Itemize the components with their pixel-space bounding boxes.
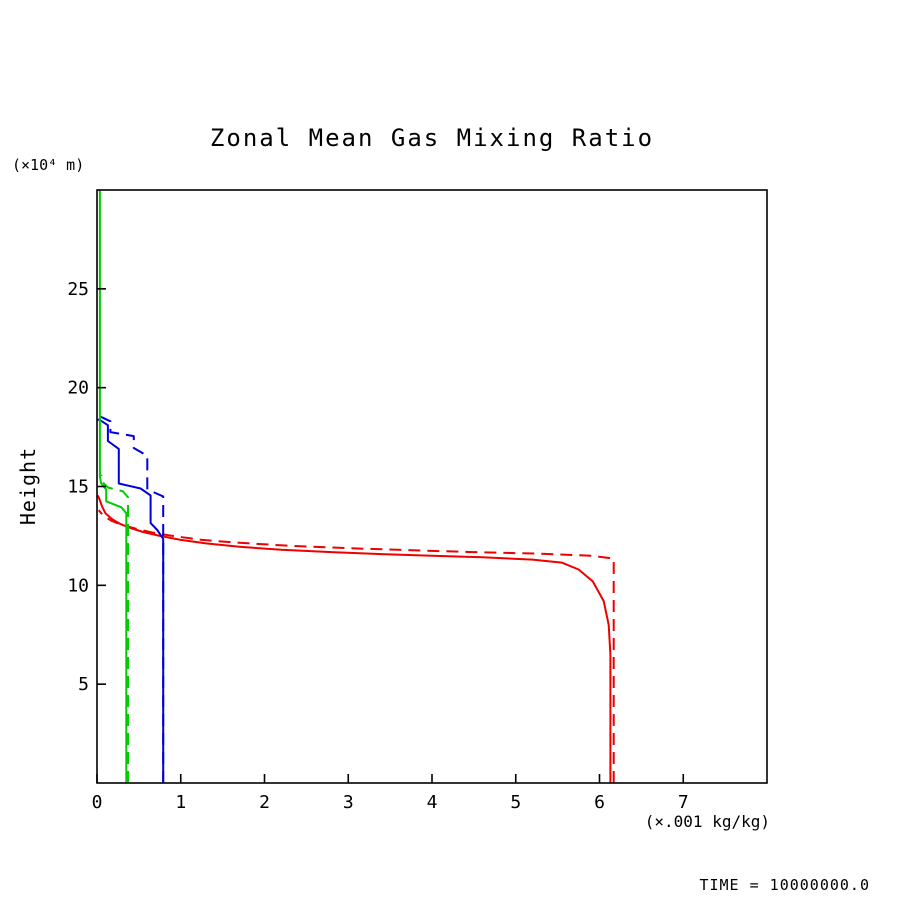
x-tick-label: 0	[92, 792, 103, 813]
y-tick-label: 5	[78, 674, 89, 695]
x-tick-label: 4	[427, 792, 438, 813]
x-tick-label: 6	[594, 792, 605, 813]
chart-line-blue-dashed	[97, 415, 165, 783]
chart-line-green-solid	[98, 190, 128, 783]
y-axis-units-label: (×10⁴ m)	[12, 156, 85, 174]
time-annotation: TIME = 10000000.0	[699, 876, 870, 894]
chart-line-red-solid	[97, 495, 612, 783]
x-tick-label: 2	[259, 792, 270, 813]
chart-line-red-dashed	[97, 509, 615, 783]
chart-line-blue-solid	[97, 418, 165, 783]
chart-title: Zonal Mean Gas Mixing Ratio	[209, 124, 655, 152]
x-tick-label: 1	[175, 792, 186, 813]
x-tick-label: 5	[510, 792, 521, 813]
x-tick-label: 7	[678, 792, 689, 813]
y-tick-label: 10	[67, 575, 89, 596]
x-tick-label: 3	[343, 792, 354, 813]
y-tick-label: 25	[67, 279, 89, 300]
x-axis-units-label: (×.001 kg/kg)	[644, 812, 770, 831]
axis-box	[96, 189, 768, 784]
y-tick-label: 20	[67, 378, 89, 399]
y-tick-label: 15	[67, 477, 89, 498]
chart-line-green-dashed	[100, 474, 129, 783]
